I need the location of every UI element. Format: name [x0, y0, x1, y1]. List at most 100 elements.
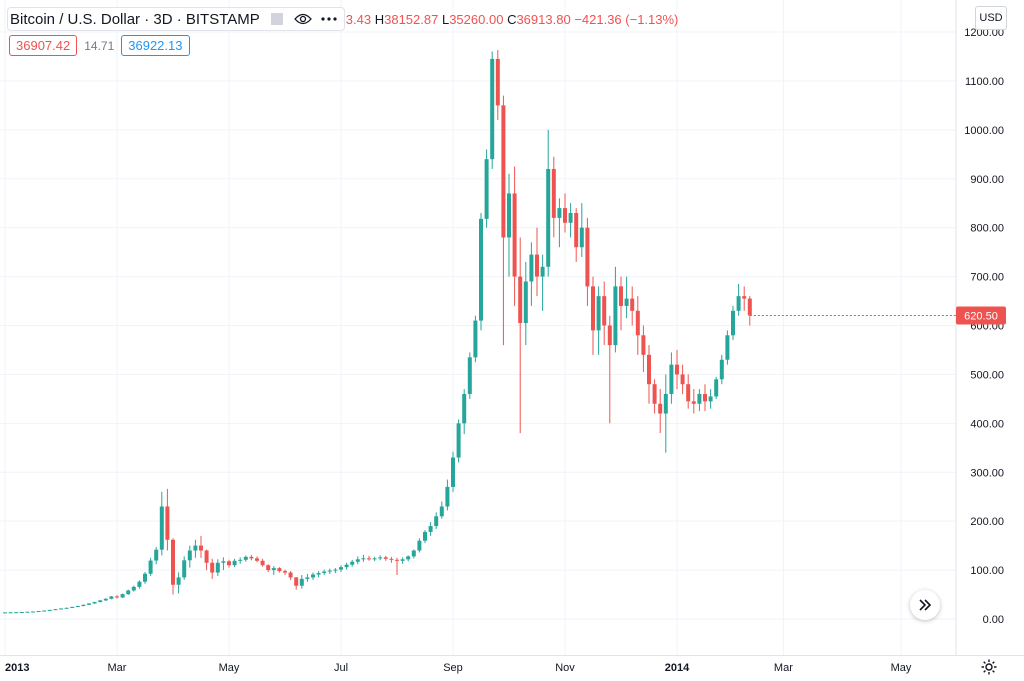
compare-box-icon[interactable]: [268, 10, 286, 28]
candle-body: [691, 401, 696, 404]
price-tick-label: 900.00: [970, 174, 1004, 186]
candle-body: [98, 600, 103, 603]
price-tick-label: 800.00: [970, 223, 1004, 235]
candle-body: [736, 296, 741, 311]
candle-body: [742, 296, 747, 299]
price-tick-label: 700.00: [970, 272, 1004, 284]
close-value: 36913.80: [516, 11, 571, 27]
candle-series: [3, 50, 752, 614]
candle-body: [339, 567, 343, 570]
candle-body: [451, 457, 455, 487]
candle-body: [154, 549, 159, 561]
candle-body: [92, 602, 97, 604]
candle-body: [120, 594, 125, 598]
scroll-to-realtime-button[interactable]: [910, 590, 940, 620]
candle-body: [70, 606, 75, 608]
candle-body: [495, 58, 500, 106]
last-price-label: 620.50: [964, 310, 998, 322]
time-tick-label: May: [891, 662, 912, 674]
candle-body: [591, 286, 595, 331]
candle-body: [596, 296, 601, 331]
time-tick-label: Nov: [555, 662, 575, 674]
trade-prices: 36907.42 14.71 36922.13: [9, 35, 190, 56]
price-tick-label: 100.00: [970, 565, 1004, 577]
time-tick-label: Mar: [108, 662, 127, 674]
candle-body: [204, 550, 209, 563]
candle-body: [159, 506, 164, 550]
candle-body: [14, 612, 19, 614]
scroll-right-icon: [919, 599, 932, 611]
symbol-box[interactable]: Bitcoin / U.S. Dollar · 3D · BITSTAMP: [8, 8, 344, 30]
currency-button[interactable]: USD: [975, 6, 1007, 30]
candle-body: [669, 364, 674, 394]
time-tick-label: May: [219, 662, 240, 674]
candle-body: [193, 545, 198, 551]
candle-body: [59, 608, 63, 610]
price-tick-label: 300.00: [970, 467, 1004, 479]
candle-body: [445, 486, 450, 507]
price-axis[interactable]: 0.00100.00200.00300.00400.00500.00600.00…: [964, 27, 1004, 626]
close-label: C: [507, 11, 517, 27]
candle-body: [540, 266, 545, 277]
candle-body: [719, 359, 724, 380]
more-icon[interactable]: [320, 10, 338, 28]
candle-body: [148, 560, 153, 574]
candle-body: [182, 560, 187, 578]
price-tick-label: 0.00: [983, 614, 1004, 626]
candle-body: [260, 560, 265, 566]
candle-body: [417, 540, 422, 551]
candle-body: [574, 212, 579, 248]
candle-body: [529, 254, 534, 282]
candle-body: [87, 603, 91, 605]
symbol-legend: Bitcoin / U.S. Dollar · 3D · BITSTAMP 3.…: [8, 7, 678, 31]
candle-body: [630, 298, 635, 311]
symbol-title[interactable]: Bitcoin / U.S. Dollar · 3D · BITSTAMP: [10, 10, 260, 28]
candle-body: [680, 374, 685, 385]
grid-lines: [0, 0, 956, 655]
candle-body: [75, 606, 80, 608]
candle-body: [344, 564, 349, 568]
open-value: 3.43: [345, 11, 372, 27]
candle-body: [277, 568, 282, 572]
price-tick-label: 400.00: [970, 418, 1004, 430]
candle-body: [551, 168, 556, 218]
candle-body: [266, 565, 271, 571]
candle-body: [624, 298, 629, 306]
eye-icon[interactable]: [293, 10, 312, 28]
candle-body: [64, 607, 69, 609]
candle-body: [703, 393, 707, 402]
price-tick-label: 500.00: [970, 369, 1004, 381]
ohlc-values: 3.43 H38152.87 L35260.00 C36913.80 −421.…: [346, 12, 679, 27]
change-value: −421.36 (−1.13%): [574, 11, 679, 27]
candle-body: [131, 586, 136, 591]
candle-body: [372, 558, 377, 560]
low-value: 35260.00: [449, 11, 504, 27]
buy-price-button[interactable]: 36922.13: [121, 35, 190, 56]
candle-body: [731, 310, 735, 336]
candle-body: [602, 296, 607, 326]
candle-body: [641, 335, 646, 355]
last-price-marker: 620.50: [749, 306, 1006, 325]
candle-body: [47, 609, 52, 611]
candle-body: [607, 325, 612, 346]
candle-body: [546, 168, 551, 267]
settings-button[interactable]: [980, 658, 998, 676]
candle-body: [165, 506, 170, 540]
sell-price-button[interactable]: 36907.42: [9, 35, 78, 56]
candle-body: [361, 558, 366, 560]
candle-body: [484, 159, 489, 219]
candle-body: [227, 561, 231, 566]
candle-body: [613, 286, 618, 346]
candle-body: [652, 384, 657, 404]
candle-body: [311, 574, 315, 578]
candle-body: [255, 558, 259, 561]
candle-body: [568, 212, 573, 223]
time-axis[interactable]: 2013 Mar May Jul Sep Nov 2014 Mar May: [5, 662, 912, 674]
candle-body: [350, 561, 355, 565]
candle-body: [232, 560, 237, 566]
candle-body: [663, 393, 668, 414]
candle-body: [479, 218, 483, 321]
candle-body: [473, 320, 478, 358]
candle-body: [176, 577, 181, 585]
